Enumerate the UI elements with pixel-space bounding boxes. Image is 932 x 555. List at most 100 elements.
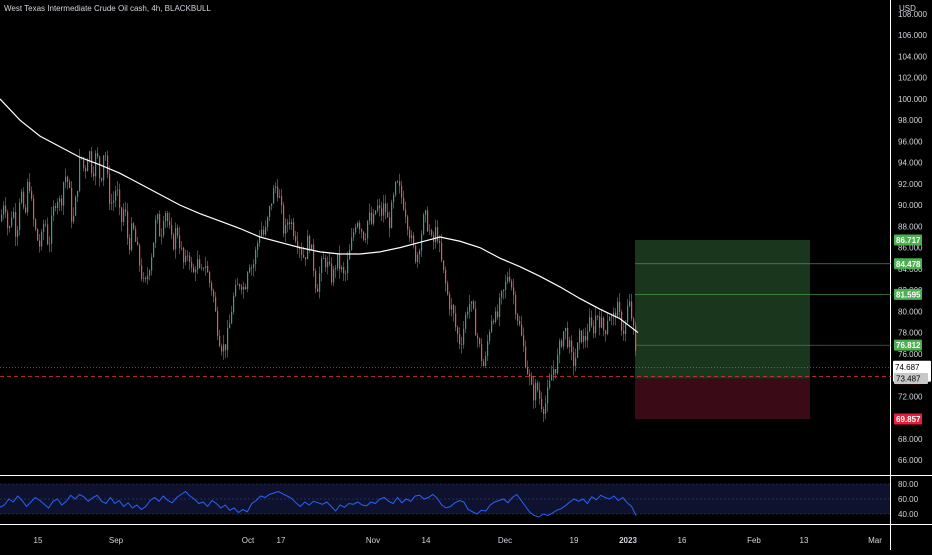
target-price-label-bg	[894, 339, 922, 351]
y-tick-label: 104.000	[898, 52, 927, 61]
candle-body	[293, 222, 295, 236]
candle-body	[533, 384, 535, 401]
candle-body	[31, 191, 33, 199]
candle-body	[23, 191, 25, 208]
candle-body	[511, 280, 513, 288]
candle-body	[603, 317, 605, 331]
candle-body	[549, 380, 551, 388]
candle-body	[373, 214, 375, 224]
rsi-y-tick-label: 60.00	[898, 495, 919, 504]
candle-body	[411, 235, 413, 239]
candle-body	[235, 285, 237, 296]
candle-body	[239, 284, 241, 287]
candle-body	[439, 241, 441, 243]
candle-body	[325, 258, 327, 268]
candle-body	[623, 330, 625, 334]
candle-body	[457, 327, 459, 335]
candle-body	[551, 374, 553, 381]
candle-body	[45, 223, 47, 225]
candle-body	[377, 205, 379, 211]
candle-body	[591, 317, 593, 326]
candle-body	[607, 321, 609, 334]
candle-body	[215, 296, 217, 312]
candle-body	[217, 311, 219, 336]
y-tick-label: 68.000	[898, 435, 923, 444]
candle-body	[175, 227, 177, 250]
candle-body	[487, 341, 489, 356]
candle-body	[209, 272, 211, 283]
profit-zone	[635, 240, 810, 379]
candle-body	[403, 197, 405, 210]
candle-body	[117, 189, 119, 191]
candle-body	[67, 176, 69, 182]
rsi-y-tick-label: 80.00	[898, 480, 919, 489]
candle-body	[151, 257, 153, 271]
candle-body	[297, 241, 299, 249]
candle-body	[471, 301, 473, 304]
rsi-line	[0, 490, 637, 518]
candle-body	[383, 203, 385, 216]
candle-body	[625, 322, 627, 334]
candle-body	[87, 159, 89, 172]
candle-body	[401, 186, 403, 198]
candle-body	[437, 227, 439, 242]
candle-body	[195, 269, 197, 273]
candle-body	[455, 313, 457, 328]
candle-body	[581, 330, 583, 342]
candle-body	[595, 315, 597, 334]
candle-body	[451, 305, 453, 310]
candle-body	[111, 202, 113, 204]
candle-body	[413, 235, 415, 246]
chart-title: West Texas Intermediate Crude Oil cash, …	[4, 4, 211, 13]
currency-label: USD	[899, 4, 916, 13]
candle-body	[385, 203, 387, 213]
y-tick-label: 80.000	[898, 307, 923, 316]
candle-body	[495, 311, 497, 323]
candle-body	[635, 325, 637, 352]
candle-body	[473, 301, 475, 309]
candle-body	[155, 219, 157, 243]
candle-body	[571, 340, 573, 353]
candle-body	[243, 286, 245, 290]
candle-body	[475, 308, 477, 336]
candle-body	[489, 331, 491, 342]
candle-body	[347, 259, 349, 274]
candle-body	[501, 290, 503, 298]
candle-body	[105, 155, 107, 157]
candle-body	[161, 235, 163, 237]
candle-body	[427, 210, 429, 232]
candle-body	[37, 229, 39, 241]
candle-body	[609, 317, 611, 322]
candle-body	[205, 266, 207, 268]
candle-body	[559, 340, 561, 355]
candle-body	[415, 245, 417, 262]
candle-body	[575, 357, 577, 366]
candle-body	[555, 369, 557, 373]
y-tick-label: 96.000	[898, 137, 923, 146]
candle-body	[365, 238, 367, 240]
candle-body	[269, 206, 271, 218]
candle-body	[539, 390, 541, 399]
candle-body	[577, 342, 579, 358]
candle-body	[341, 267, 343, 270]
candle-body	[173, 234, 175, 250]
candle-body	[281, 196, 283, 206]
candle-body	[425, 210, 427, 215]
candle-body	[197, 259, 199, 270]
y-tick-label: 84.000	[898, 265, 923, 274]
candle-body	[509, 276, 511, 281]
candle-body	[465, 314, 467, 329]
stop-price-label: 69.857	[896, 415, 921, 424]
candle-body	[619, 301, 621, 312]
candle-body	[147, 275, 149, 280]
candle-body	[49, 243, 51, 245]
candle-body	[77, 191, 79, 197]
candle-body	[481, 344, 483, 362]
candle-body	[263, 229, 265, 235]
candle-body	[75, 196, 77, 216]
candle-body	[561, 340, 563, 347]
candle-body	[169, 221, 171, 226]
candle-body	[503, 289, 505, 291]
